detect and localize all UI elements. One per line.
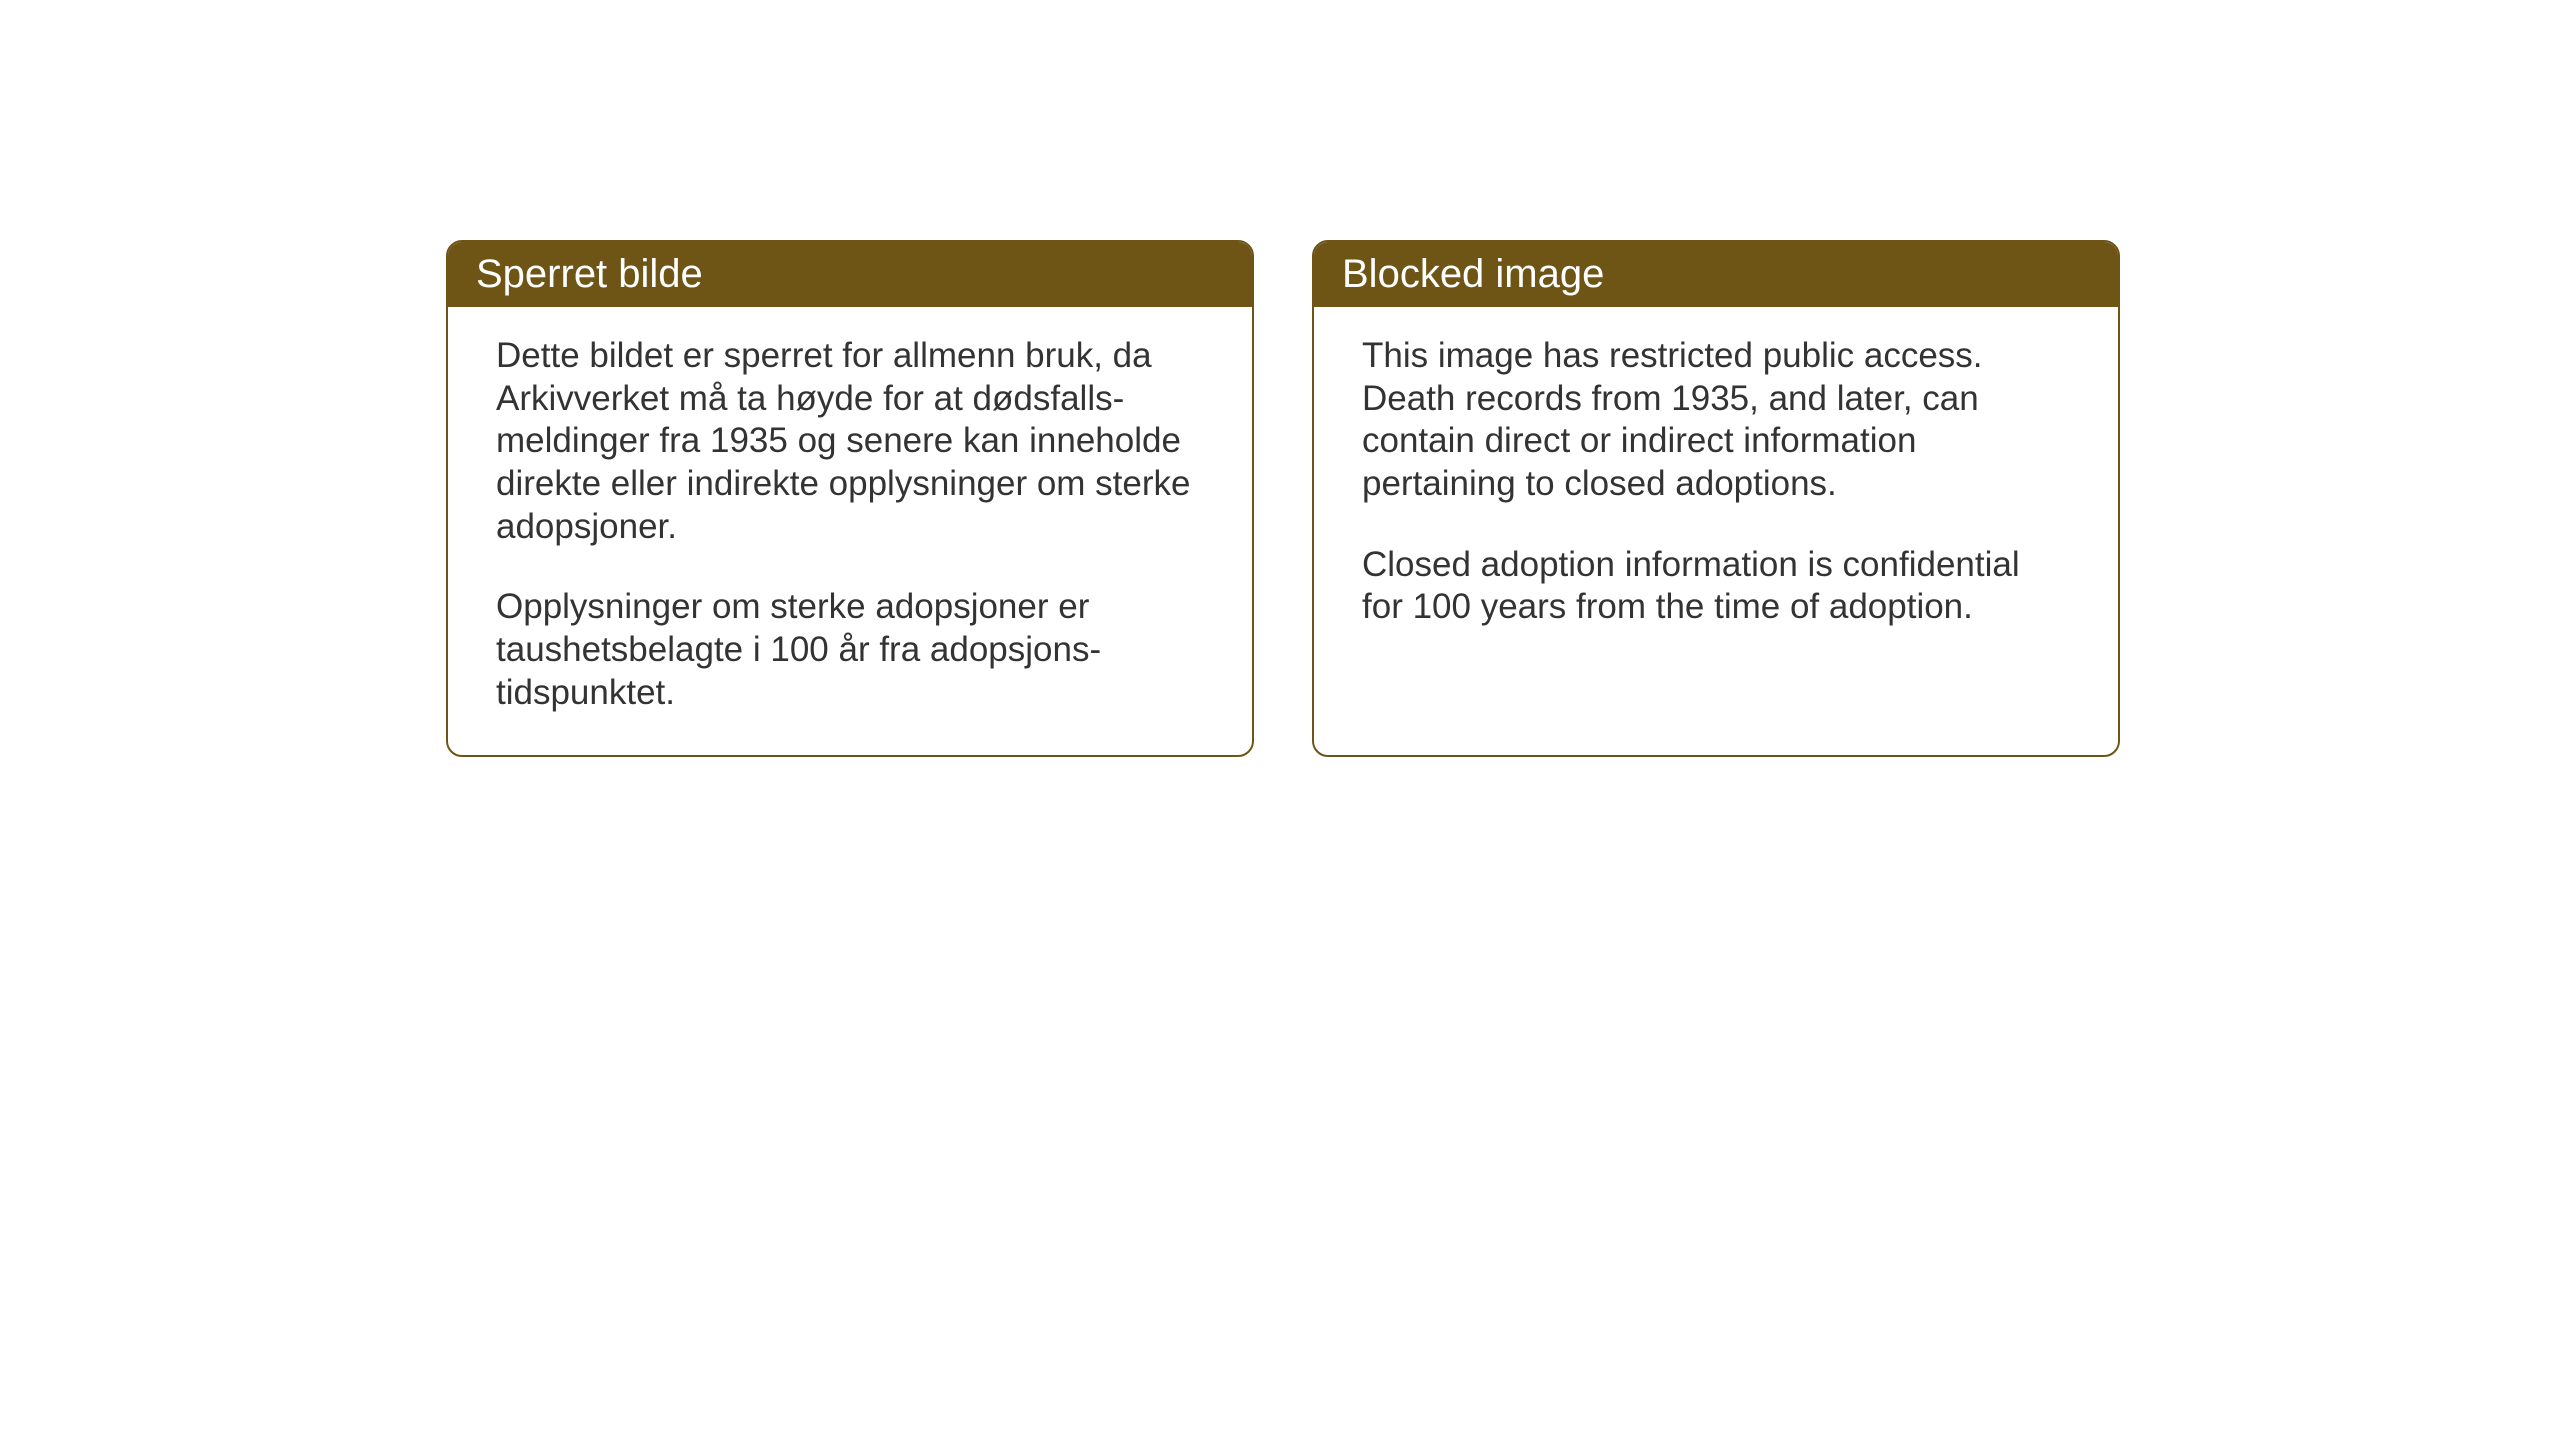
card-header-english: Blocked image <box>1314 242 2118 307</box>
card-paragraph-1-english: This image has restricted public access.… <box>1362 335 2070 506</box>
card-body-english: This image has restricted public access.… <box>1314 307 2118 714</box>
card-title-english: Blocked image <box>1342 252 1604 296</box>
notice-container: Sperret bilde Dette bildet er sperret fo… <box>446 240 2120 757</box>
card-title-norwegian: Sperret bilde <box>476 252 703 296</box>
card-header-norwegian: Sperret bilde <box>448 242 1252 307</box>
card-paragraph-2-norwegian: Opplysninger om sterke adopsjoner er tau… <box>496 586 1204 714</box>
card-body-norwegian: Dette bildet er sperret for allmenn bruk… <box>448 307 1252 755</box>
notice-card-english: Blocked image This image has restricted … <box>1312 240 2120 757</box>
card-paragraph-2-english: Closed adoption information is confident… <box>1362 544 2070 629</box>
card-paragraph-1-norwegian: Dette bildet er sperret for allmenn bruk… <box>496 335 1204 548</box>
notice-card-norwegian: Sperret bilde Dette bildet er sperret fo… <box>446 240 1254 757</box>
